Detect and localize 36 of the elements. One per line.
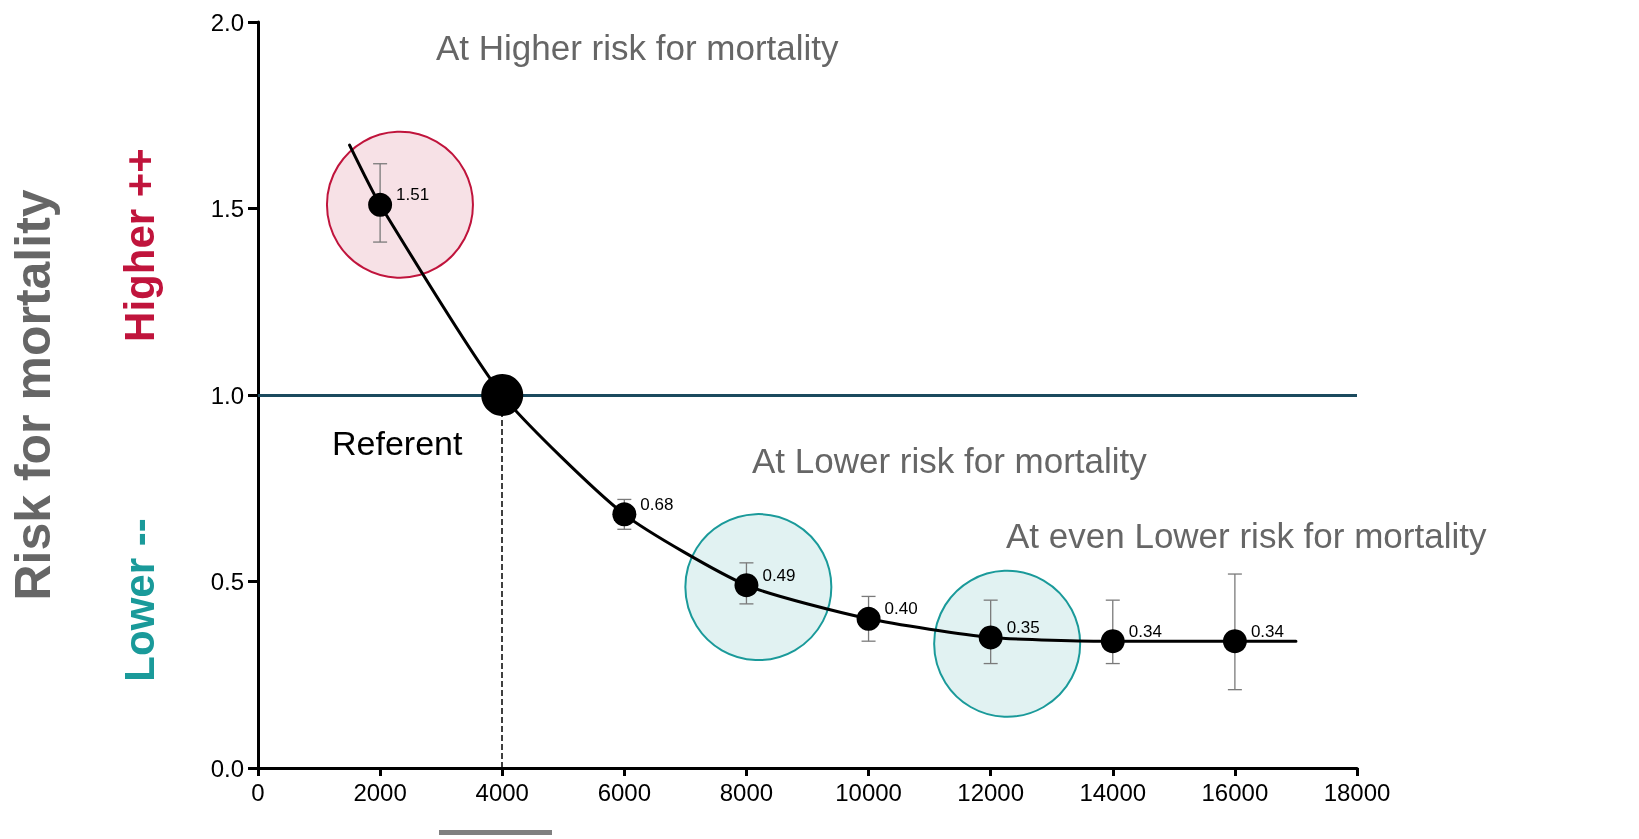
data-label: 0.40 bbox=[884, 599, 918, 619]
x-tick-label: 2000 bbox=[353, 778, 407, 806]
annotation: At even Lower risk for mortality bbox=[1006, 515, 1487, 555]
ref-line-label: Referent bbox=[332, 424, 463, 462]
point bbox=[734, 573, 759, 598]
x-tick-label: 14000 bbox=[1079, 778, 1147, 806]
y-axis-title: Risk for mortality bbox=[5, 189, 61, 601]
x-tick-label: 0 bbox=[251, 778, 265, 806]
x-tick-label: 8000 bbox=[719, 778, 774, 806]
y-tick-label: 0.5 bbox=[210, 568, 244, 595]
point bbox=[1222, 629, 1247, 654]
y-tick-label: 1.0 bbox=[210, 381, 244, 409]
x-tick-label: 4000 bbox=[475, 778, 529, 806]
x-tick-label: 16000 bbox=[1201, 778, 1269, 806]
y-tick-label: 0.0 bbox=[210, 754, 244, 782]
point bbox=[368, 192, 393, 217]
data-label: 0.34 bbox=[1128, 621, 1162, 641]
y-tick-label: 1.5 bbox=[210, 195, 244, 222]
point bbox=[612, 502, 637, 527]
data-label: 1.51 bbox=[396, 185, 430, 205]
x-tick-label: 18000 bbox=[1323, 778, 1391, 806]
data-label: 0.49 bbox=[762, 565, 796, 585]
x-tick-label: 12000 bbox=[957, 778, 1025, 806]
data-label: 0.68 bbox=[640, 494, 674, 514]
text: Lower -- bbox=[115, 518, 163, 682]
x-tick-label: 6000 bbox=[597, 778, 652, 806]
point bbox=[978, 625, 1003, 650]
y-tick-label: 2.0 bbox=[210, 8, 244, 36]
point bbox=[856, 606, 881, 631]
data-label: 0.35 bbox=[1006, 617, 1040, 637]
annotation: At Lower risk for mortality bbox=[752, 440, 1148, 480]
data-label: 0.34 bbox=[1250, 621, 1284, 641]
annotation: At Higher risk for mortality bbox=[436, 27, 840, 67]
point bbox=[1100, 629, 1125, 654]
text: Higher ++ bbox=[115, 148, 163, 342]
x-tick-label: 10000 bbox=[835, 778, 902, 806]
